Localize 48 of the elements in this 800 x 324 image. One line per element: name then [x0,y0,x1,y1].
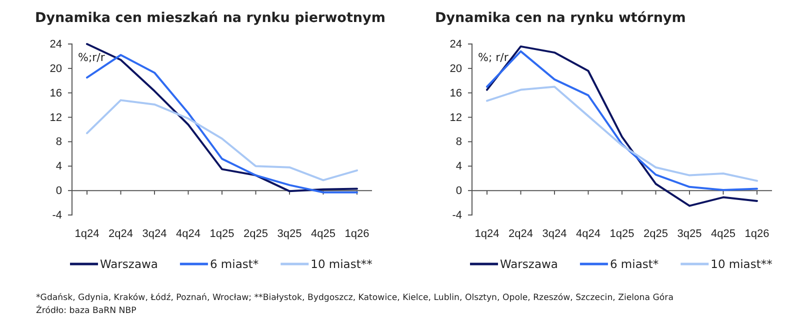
x-tick-label: 2q24 [108,228,133,240]
x-tick-label: 1q25 [210,228,234,240]
x-tick-label: 2q24 [508,228,533,240]
x-tick-label: 3q24 [142,228,167,240]
y-tick-label: 12 [50,112,62,124]
legend-label: 10 miast** [710,257,773,271]
legend-label: 6 miast* [210,257,259,271]
x-tick-label: 4q25 [711,228,736,240]
y-tick-label: 20 [450,62,462,75]
x-tick-label: 2q25 [244,228,268,240]
x-tick-label: 1q25 [610,228,634,240]
y-tick-label: 8 [456,136,462,148]
y-tick-label: 20 [50,62,62,75]
y-tick-label: 24 [450,38,462,51]
y-tick-label: 16 [50,87,62,100]
y-axis-title: %;r/r [78,51,106,64]
y-tick-label: 4 [56,160,62,173]
x-tick-label: 1q24 [74,228,100,240]
y-tick-label: 24 [50,38,62,51]
legend-label: Warszawa [100,257,158,271]
chart-title: Dynamika cen mieszkań na rynku pierwotnym [35,10,386,26]
y-tick-label: 12 [450,112,462,124]
line-series [486,86,758,182]
x-tick-label: 4q24 [576,228,600,240]
y-tick-label: 4 [456,160,462,173]
x-tick-label: 3q25 [677,228,702,240]
x-tick-label: 4q25 [311,228,336,240]
line-series [86,99,358,182]
y-tick-label: 0 [456,185,462,198]
x-tick-label: 3q24 [542,228,567,240]
text: *Gdańsk, Gdynia, Kraków, Łódź, Poznań, Wrocław; **Białystok, Bydgoszcz, Katowice, Kielce, Lublin, Olsztyn, Opole, Rzeszów, Szczecin, Zielona Góra [36,293,674,303]
legend-label: Warszawa [500,257,558,271]
legend-label: 10 miast** [310,257,373,271]
y-tick-label: 16 [450,87,462,100]
text: Źródło: baza BaRN NBP [36,305,136,316]
y-tick-label: 8 [56,136,62,148]
y-axis-title: %; r/r [478,51,509,64]
y-tick-label: -4 [52,210,62,222]
y-tick-label: 0 [56,185,62,198]
x-tick-label: 1q26 [344,228,370,240]
chart-title: Dynamika cen na rynku wtórnym [435,10,686,26]
y-tick-label: -4 [452,210,462,222]
x-tick-label: 1q24 [474,228,500,240]
x-tick-label: 3q25 [277,228,302,240]
legend-label: 6 miast* [610,257,659,271]
x-tick-label: 4q24 [176,228,200,240]
x-tick-label: 2q25 [644,228,668,240]
x-tick-label: 1q26 [744,228,770,240]
